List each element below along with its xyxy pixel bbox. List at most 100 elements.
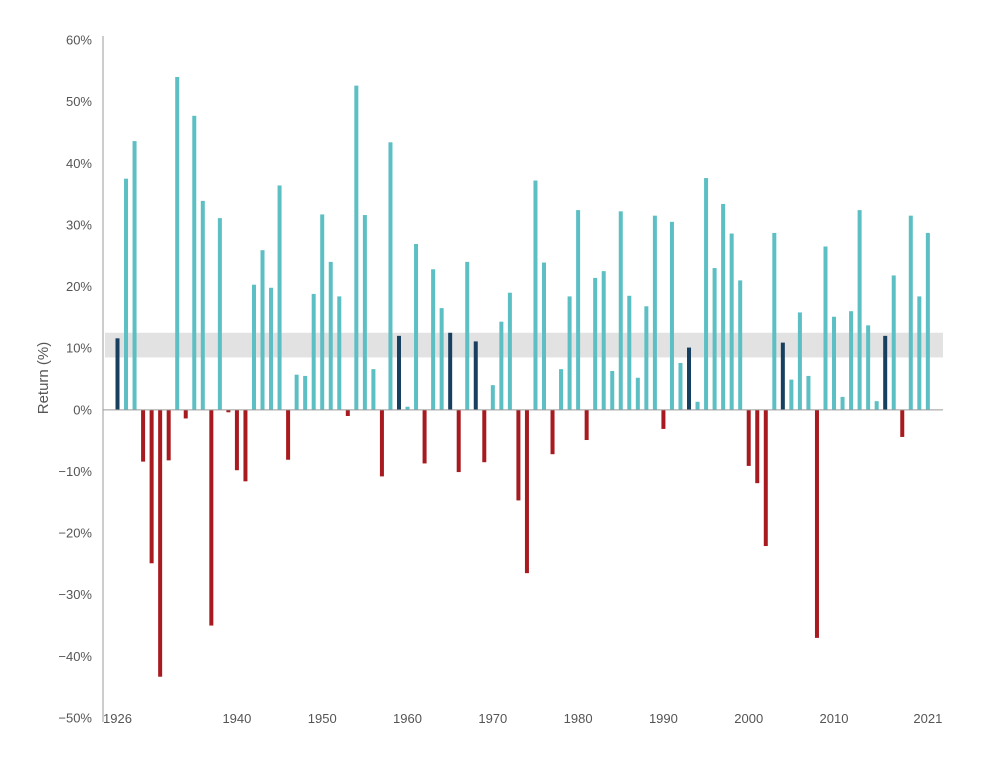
bar-2015 bbox=[874, 401, 879, 410]
bar-1971 bbox=[499, 321, 504, 410]
bar-1955 bbox=[362, 215, 367, 410]
bar-1963 bbox=[431, 269, 436, 410]
bar-2021 bbox=[925, 232, 930, 410]
y-axis-title: Return (%) bbox=[35, 342, 52, 415]
bar-1969 bbox=[482, 409, 487, 463]
y-tick-labels: 60% 50% 40% 30% 20% 10% 0% −10% −20% −30% −40% −50% bbox=[58, 33, 92, 726]
y-tick-label: 50% bbox=[66, 94, 92, 109]
bar-1953 bbox=[345, 409, 350, 416]
bar-1980 bbox=[576, 210, 581, 410]
bar-2011 bbox=[840, 396, 845, 410]
bar-1991 bbox=[669, 221, 674, 410]
bar-1989 bbox=[652, 215, 657, 410]
bar-1960 bbox=[405, 406, 410, 410]
bar-1939 bbox=[226, 409, 231, 413]
bar-1986 bbox=[627, 295, 632, 410]
bar-1950 bbox=[320, 214, 325, 410]
bar-1979 bbox=[567, 296, 572, 410]
axes-layer bbox=[102, 36, 943, 722]
bar-1949 bbox=[311, 293, 316, 410]
bar-1944 bbox=[269, 287, 274, 410]
bar-1992 bbox=[678, 362, 683, 410]
bar-2005 bbox=[789, 379, 794, 410]
bar-2014 bbox=[866, 325, 871, 410]
bar-1973 bbox=[516, 409, 521, 501]
bar-1990 bbox=[661, 409, 666, 429]
bars-layer bbox=[115, 76, 930, 677]
bar-1931 bbox=[158, 409, 163, 677]
y-tick-label: 60% bbox=[66, 33, 92, 48]
bar-1985 bbox=[618, 211, 623, 410]
bar-1965 bbox=[448, 332, 453, 410]
bar-1935 bbox=[192, 115, 197, 410]
x-tick-label-1990: 1990 bbox=[649, 711, 678, 726]
bar-2020 bbox=[917, 296, 922, 410]
y-tick-label: 0% bbox=[73, 402, 92, 417]
bar-1926 bbox=[115, 338, 120, 410]
bar-2017 bbox=[891, 275, 896, 410]
bar-1978 bbox=[559, 369, 564, 410]
bar-1948 bbox=[303, 375, 308, 410]
bar-1942 bbox=[251, 284, 256, 410]
bar-1988 bbox=[644, 306, 649, 410]
y-tick-label: 40% bbox=[66, 156, 92, 171]
x-tick-label-1926: 1926 bbox=[103, 711, 132, 726]
bar-1947 bbox=[294, 374, 299, 410]
bar-1954 bbox=[354, 85, 359, 410]
bar-1981 bbox=[584, 409, 589, 441]
average-range-band-layer bbox=[105, 332, 943, 358]
bar-1998 bbox=[729, 233, 734, 410]
bar-2000 bbox=[746, 409, 751, 466]
bar-2007 bbox=[806, 375, 811, 410]
bar-2016 bbox=[883, 335, 888, 410]
bar-1993 bbox=[687, 347, 692, 410]
y-tick-label: 10% bbox=[66, 341, 92, 356]
bar-1994 bbox=[695, 401, 700, 410]
bar-1972 bbox=[507, 292, 512, 410]
x-tick-label-2000: 2000 bbox=[734, 711, 763, 726]
bar-1999 bbox=[738, 280, 743, 410]
bar-2003 bbox=[772, 232, 777, 410]
bar-1966 bbox=[456, 409, 461, 473]
bar-1936 bbox=[200, 200, 205, 410]
bar-1957 bbox=[379, 409, 384, 477]
bar-1977 bbox=[550, 409, 555, 455]
bar-1943 bbox=[260, 250, 265, 410]
bar-2002 bbox=[763, 409, 768, 547]
bar-1951 bbox=[328, 261, 333, 410]
bar-1932 bbox=[166, 409, 171, 461]
bar-1946 bbox=[286, 409, 291, 460]
bar-1961 bbox=[414, 244, 419, 410]
y-tick-label: −50% bbox=[58, 711, 92, 726]
bar-1933 bbox=[175, 76, 180, 410]
bar-2006 bbox=[797, 312, 802, 410]
bar-1962 bbox=[422, 409, 427, 464]
bar-1959 bbox=[396, 335, 401, 410]
y-tick-label: 20% bbox=[66, 279, 92, 294]
bar-1967 bbox=[465, 261, 470, 410]
bar-1941 bbox=[243, 409, 248, 482]
bar-1927 bbox=[124, 178, 129, 410]
bar-1930 bbox=[149, 409, 154, 564]
bar-2010 bbox=[832, 316, 837, 410]
x-tick-label-1950: 1950 bbox=[308, 711, 337, 726]
bar-1937 bbox=[209, 409, 214, 626]
y-tick-label: 30% bbox=[66, 217, 92, 232]
bar-1974 bbox=[524, 409, 529, 574]
bar-2008 bbox=[814, 409, 819, 638]
bar-2009 bbox=[823, 246, 828, 410]
x-tick-label-2010: 2010 bbox=[820, 711, 849, 726]
bar-1983 bbox=[601, 271, 606, 410]
x-tick-label-2021: 2021 bbox=[913, 711, 942, 726]
bar-1997 bbox=[721, 203, 726, 410]
bar-2019 bbox=[908, 215, 913, 410]
bar-1982 bbox=[593, 277, 598, 410]
bar-1945 bbox=[277, 185, 282, 410]
y-tick-label: −10% bbox=[58, 464, 92, 479]
bar-1968 bbox=[473, 341, 478, 410]
bar-2013 bbox=[857, 210, 862, 410]
bar-1952 bbox=[337, 296, 342, 410]
y-tick-label: −40% bbox=[58, 649, 92, 664]
bar-1929 bbox=[141, 409, 146, 462]
